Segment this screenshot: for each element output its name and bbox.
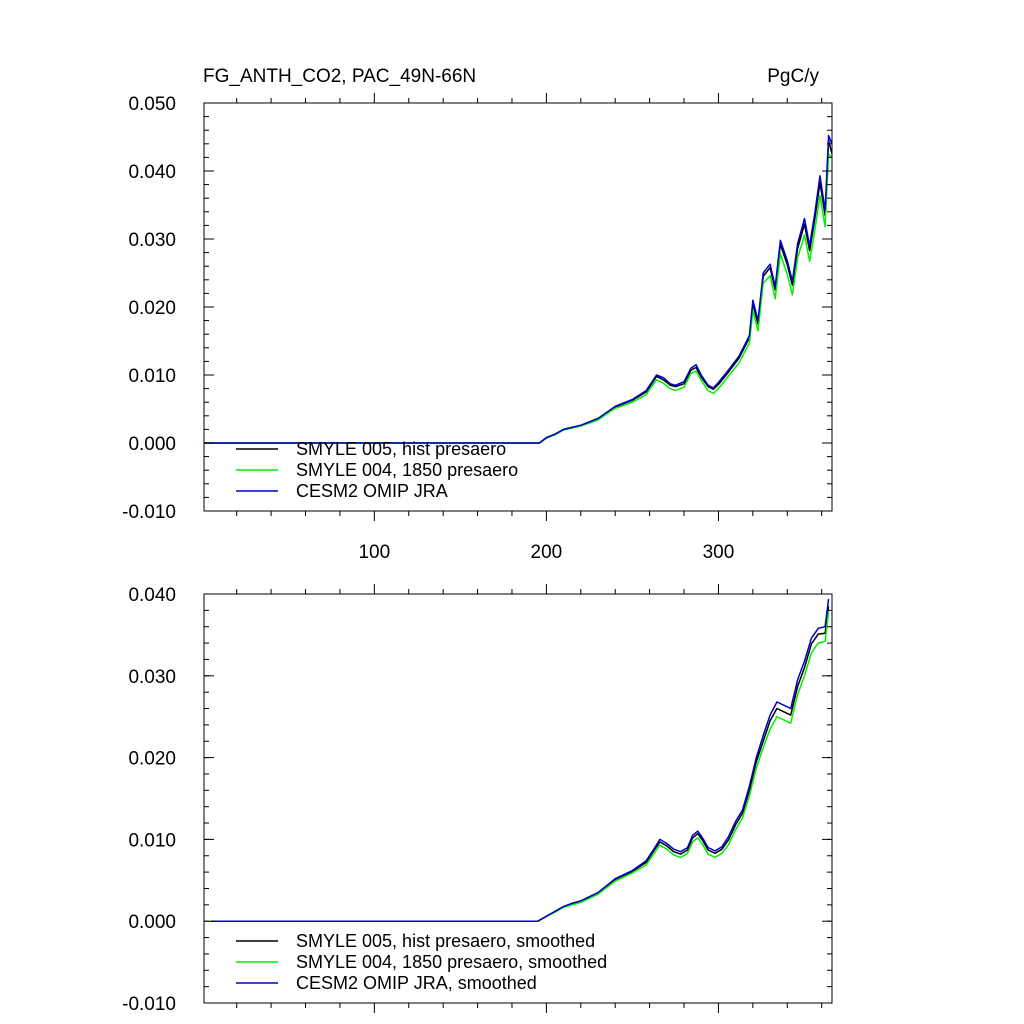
y-tick-label: 0.040 <box>128 585 176 606</box>
ticks-top: -0.010 0.000 0.010 0.020 0.030 0.040 0.050 100 2… <box>122 93 832 563</box>
legend-bottom: SMYLE 005, hist presaero, smoothedSMYLE … <box>236 931 607 993</box>
legend-label: SMYLE 005, hist presaero <box>296 439 506 459</box>
panel-top: FG_ANTH_CO2, PAC_49N-66N PgC/y -0.010 0.0… <box>122 66 833 563</box>
y-tick-label: -0.010 <box>122 502 176 523</box>
y-tick-label: 0.000 <box>128 912 176 933</box>
y-tick-label: 0.010 <box>128 830 176 851</box>
chart-title: FG_ANTH_CO2, PAC_49N-66N <box>203 66 476 87</box>
y-tick-label: 0.000 <box>128 434 176 455</box>
y-tick-label: 0.010 <box>128 366 176 387</box>
series-group-top <box>204 134 833 444</box>
y-tick-label: 0.050 <box>128 94 176 115</box>
y-tick-label: 0.030 <box>128 667 176 688</box>
ticks-bottom: -0.010 0.000 0.010 0.020 0.030 0.040 <box>122 584 832 1015</box>
legend-label: SMYLE 005, hist presaero, smoothed <box>296 931 595 951</box>
series-line-top-1 <box>204 153 833 444</box>
legend-label: SMYLE 004, 1850 presaero, smoothed <box>296 952 607 972</box>
panel-bottom: -0.010 0.000 0.010 0.020 0.030 0.040 SMYLE 00… <box>122 584 833 1015</box>
legend-label: SMYLE 004, 1850 presaero <box>296 460 518 480</box>
series-line-bottom-0 <box>210 606 830 922</box>
series-line-top-0 <box>204 139 833 444</box>
y-tick-label: 0.020 <box>128 298 176 319</box>
y-tick-label: 0.030 <box>128 230 176 251</box>
series-group-bottom <box>210 598 830 922</box>
legend-label: CESM2 OMIP JRA <box>296 481 448 501</box>
series-line-bottom-1 <box>210 611 830 922</box>
y-tick-label: 0.020 <box>128 749 176 770</box>
series-line-top-2 <box>204 134 833 444</box>
y-tick-label: 0.040 <box>128 162 176 183</box>
plot-frame-top <box>203 102 833 512</box>
series-line-bottom-2 <box>210 598 830 922</box>
legend-label: CESM2 OMIP JRA, smoothed <box>296 973 537 993</box>
plot-frame-bottom <box>203 593 833 1004</box>
chart-units: PgC/y <box>767 66 819 87</box>
x-tick-label: 200 <box>531 542 563 563</box>
x-tick-label: 100 <box>358 542 390 563</box>
y-tick-label: -0.010 <box>122 994 176 1015</box>
x-tick-label: 300 <box>703 542 735 563</box>
